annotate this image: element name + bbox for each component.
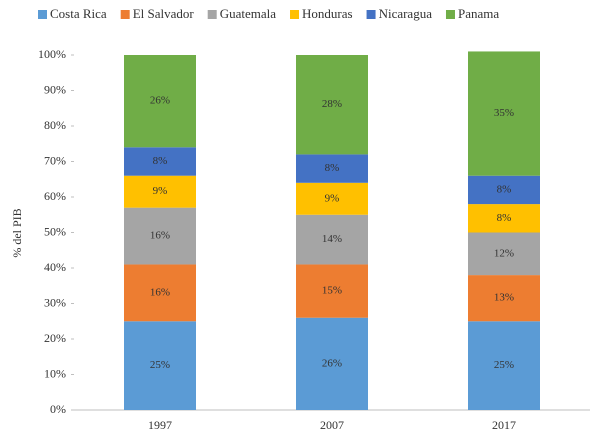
bar-segment (296, 317, 368, 410)
bar-segment (124, 207, 196, 265)
y-tick-label: 40% (44, 260, 66, 274)
y-axis-label: % del PIB (10, 208, 24, 257)
bar-segment (296, 182, 368, 215)
data-label: 26% (150, 95, 170, 107)
legend-label: Nicaragua (379, 6, 433, 21)
y-tick-label: 70% (44, 153, 66, 167)
bar-segment (124, 321, 196, 410)
bar-segment (296, 214, 368, 265)
bar-segment (468, 175, 540, 205)
y-tick-label: 50% (44, 224, 66, 238)
data-label: 15% (322, 285, 342, 297)
y-tick-label: 10% (44, 366, 66, 380)
data-label: 9% (325, 192, 340, 204)
data-label: 35% (494, 107, 514, 119)
bar-segment (124, 55, 196, 148)
legend-label: Panama (458, 6, 499, 21)
data-label: 8% (497, 212, 512, 224)
y-tick-label: 100% (38, 47, 66, 61)
bar-segment (468, 51, 540, 176)
legend-label: Guatemala (220, 6, 277, 21)
legend-swatch (120, 10, 130, 19)
data-label: 8% (497, 183, 512, 195)
bar-segment (296, 154, 368, 183)
bar-segment (468, 232, 540, 276)
data-label: 13% (494, 292, 514, 304)
legend-swatch (207, 10, 217, 19)
bar-segment (468, 321, 540, 410)
y-tick-label: 90% (44, 82, 66, 96)
bar-segment (296, 264, 368, 318)
data-label: 9% (153, 185, 168, 197)
x-tick-label: 2017 (492, 418, 516, 432)
legend-label: Costa Rica (50, 6, 107, 21)
bar-segment (468, 275, 540, 322)
x-tick-label: 1997 (148, 418, 172, 432)
y-tick-label: 0% (50, 402, 66, 416)
data-label: 25% (494, 359, 514, 371)
legend-swatch (366, 10, 376, 19)
bar-segment (468, 204, 540, 233)
data-label: 8% (153, 155, 168, 167)
bar-segment (124, 264, 196, 322)
data-label: 25% (150, 359, 170, 371)
legend-label: El Salvador (133, 6, 195, 21)
y-tick-label: 80% (44, 118, 66, 132)
y-tick-label: 60% (44, 189, 66, 203)
bar-segment (296, 55, 368, 155)
legend-swatch (38, 10, 47, 19)
y-tick-label: 30% (44, 295, 66, 309)
data-label: 28% (322, 98, 342, 110)
legend-swatch (290, 10, 300, 19)
data-label: 14% (322, 233, 342, 245)
bar-segment (124, 147, 196, 176)
legend-label: Honduras (302, 6, 353, 21)
data-label: 26% (322, 357, 342, 369)
legend-swatch (445, 10, 455, 19)
data-label: 12% (494, 247, 514, 259)
x-tick-label: 2007 (320, 418, 344, 432)
data-label: 8% (325, 162, 340, 174)
bar-segment (124, 175, 196, 208)
data-label: 16% (150, 230, 170, 242)
y-tick-label: 20% (44, 331, 66, 345)
data-label: 16% (150, 286, 170, 298)
